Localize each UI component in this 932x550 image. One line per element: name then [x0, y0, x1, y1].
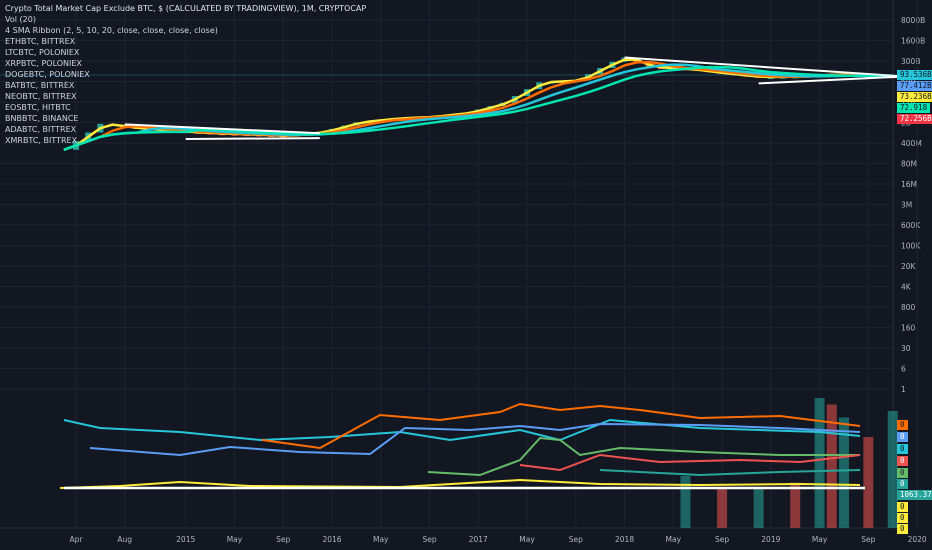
price-badge: 72.256B [897, 114, 932, 124]
trendline [185, 137, 320, 141]
sma-ribbon-line [63, 65, 893, 151]
x-tick-label: Sep [861, 535, 875, 544]
price-badge: 72.918 [897, 103, 931, 113]
y-tick-label: 30 [901, 344, 911, 353]
indicator-badge: 0 [897, 468, 908, 478]
symbol-label: ADABTC, BITTREX [5, 125, 77, 134]
y-tick-label: 160 [901, 324, 916, 333]
volume-bar [826, 404, 837, 528]
y-tick-label: 400M [901, 139, 922, 148]
comparison-line [89, 422, 861, 457]
symbol-label: EOSBTC, HITBTC [5, 103, 71, 112]
y-tick-label: 20K [901, 262, 917, 271]
volume-bar [814, 398, 825, 528]
x-tick-label: May [666, 535, 682, 544]
y-tick-label: 8000B [901, 16, 925, 25]
y-tick-label: 600K [901, 221, 921, 230]
volume-bar [753, 489, 764, 528]
x-tick-label: 2020 [908, 535, 927, 544]
x-tick-label: 2018 [615, 535, 634, 544]
x-tick-label: Aug [117, 535, 132, 544]
symbol-label: ETHBTC, BITTREX [5, 37, 76, 46]
y-tick-label: 300B [901, 57, 920, 66]
x-tick-label: Sep [276, 535, 290, 544]
comparison-line [599, 469, 861, 477]
trendline [624, 56, 905, 78]
trendline [758, 75, 905, 85]
y-tick-label: 80M [901, 160, 917, 169]
x-tick-label: 2019 [761, 535, 780, 544]
price-badge: 77.412B [897, 81, 932, 91]
vol-label: Vol (20) [5, 15, 36, 24]
indicator-badge: 0 [897, 432, 908, 442]
symbol-label: BNBBTC, BINANCE [5, 114, 79, 123]
y-tick-label: 3M [901, 201, 912, 210]
indicator-badge: 0 [897, 456, 908, 466]
indicator-badge: 1063.372B [897, 490, 932, 500]
symbol-label: XRPBTC, POLONIEX [5, 59, 82, 68]
x-tick-label: Apr [70, 535, 84, 544]
ribbon-label: 4 SMA Ribbon (2, 5, 10, 20, close, close… [5, 26, 218, 35]
indicator-badge: 0 [897, 420, 908, 430]
y-tick-label: 16M [901, 180, 917, 189]
x-tick-label: Sep [422, 535, 436, 544]
price-badge: 93.536B [897, 70, 932, 80]
volume-bar [887, 411, 898, 528]
x-tick-label: 2015 [176, 535, 195, 544]
x-tick-label: May [812, 535, 828, 544]
volume-bar [838, 417, 849, 528]
comparison-line [59, 478, 861, 489]
chart-legend: Crypto Total Market Cap Exclude BTC, $ (… [5, 3, 366, 146]
volume-bar [680, 476, 691, 528]
trendline [124, 123, 320, 135]
symbol-label: BATBTC, BITTREX [5, 81, 75, 90]
comparison-line [261, 402, 861, 450]
x-tick-label: May [227, 535, 243, 544]
symbol-label: DOGEBTC, POLONIEX [5, 70, 90, 79]
y-tick-label: 1600B [901, 37, 925, 46]
y-tick-label: 4K [901, 283, 912, 292]
y-tick-label: 12B [901, 98, 916, 107]
x-tick-label: May [519, 535, 535, 544]
y-tick-label: 1 [901, 385, 906, 394]
x-tick-label: May [373, 535, 389, 544]
y-tick-label: 6 [901, 365, 906, 374]
x-tick-label: Sep [569, 535, 583, 544]
comparison-line [63, 418, 861, 442]
symbol-label: LTCBTC, POLONIEX [5, 48, 80, 57]
volume-bar [717, 489, 728, 528]
y-tick-label: 800 [901, 303, 916, 312]
indicator-badge: 0 [897, 524, 908, 534]
symbol-label: XMRBTC, BITTREX [5, 136, 78, 145]
x-tick-label: 2016 [322, 535, 341, 544]
y-tick-label: 100K [901, 242, 921, 251]
x-tick-label: Sep [715, 535, 729, 544]
x-tick-label: 2017 [469, 535, 488, 544]
symbol-label: NEOBTC, BITTREX [5, 92, 77, 101]
price-badge: 73.236B [897, 92, 932, 102]
indicator-badge: 0 [897, 502, 908, 512]
indicator-badge: 0 [897, 444, 908, 454]
comparison-line [427, 436, 860, 477]
indicator-badge: 0 [897, 513, 908, 523]
indicator-badge: 0 [897, 479, 908, 489]
volume-bar [863, 437, 874, 528]
comparison-line [519, 453, 861, 472]
chart-title: Crypto Total Market Cap Exclude BTC, $ (… [5, 4, 367, 13]
volume-bar [790, 482, 801, 528]
